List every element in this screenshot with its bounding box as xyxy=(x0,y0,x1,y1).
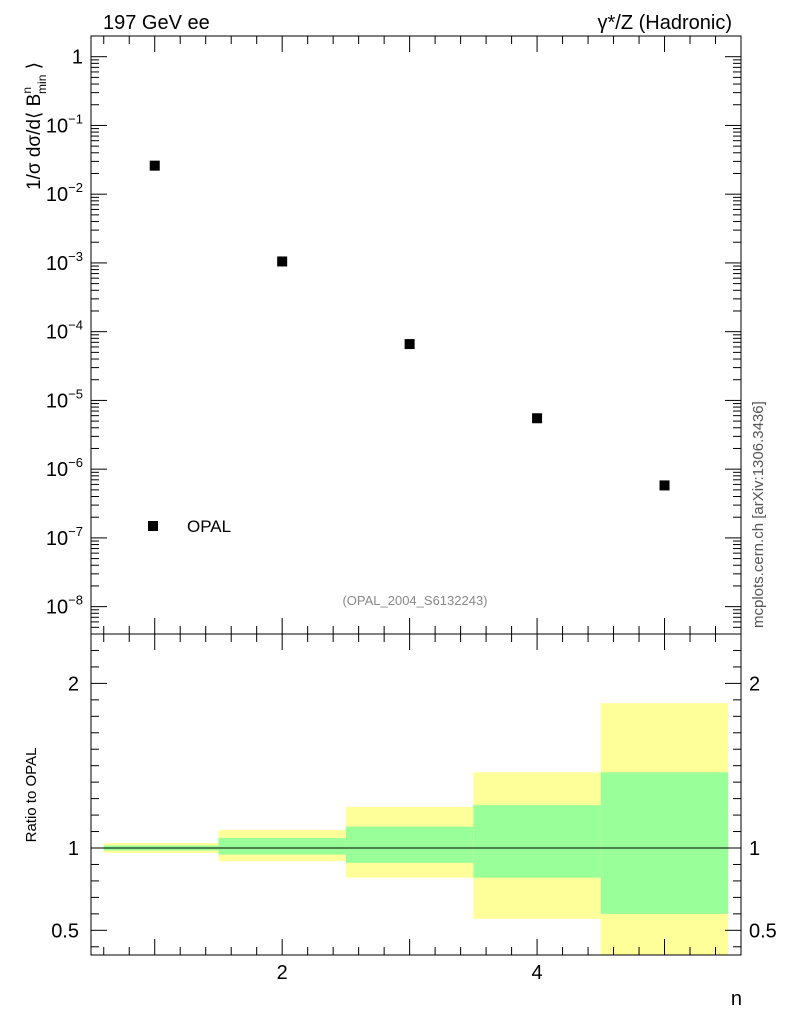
data-point xyxy=(277,256,288,267)
x-tick-label: 4 xyxy=(532,962,543,984)
ratio-y-tick-label-right: 1 xyxy=(749,838,760,860)
ratio-y-tick-label-right: 0.5 xyxy=(749,920,777,942)
ratio-y-tick-label: 2 xyxy=(68,673,79,695)
watermark-label: mcplots.cern.ch [arXiv:1306.3436] xyxy=(750,401,767,628)
legend-marker xyxy=(148,521,158,531)
header-left-label: 197 GeV ee xyxy=(103,12,210,34)
ratio-inner-band xyxy=(473,805,601,878)
data-point xyxy=(532,413,543,424)
ratio-y-axis: 0.5 0.5 1 1 2 2 xyxy=(51,649,777,948)
main-y-tick-label: 10−7 xyxy=(46,524,83,550)
data-points xyxy=(149,160,670,491)
main-y-tick-label: 10−8 xyxy=(46,593,83,619)
header-right-label: γ*/Z (Hadronic) xyxy=(598,12,732,34)
ratio-bands xyxy=(103,703,729,955)
analysis-tag: (OPAL_2004_S6132243) xyxy=(342,593,487,608)
main-y-tick-label: 10−4 xyxy=(46,318,83,344)
ratio-inner-band xyxy=(600,772,729,914)
main-y-tick-label: 1 xyxy=(72,47,83,69)
main-y-axis: 1 10−1 10−2 10−3 10−4 10−5 10−6 10−7 10−8 xyxy=(46,35,741,635)
data-point xyxy=(659,480,670,491)
main-plot-frame xyxy=(90,35,742,635)
main-y-tick-label: 10−2 xyxy=(46,180,83,206)
main-y-tick-label: 10−5 xyxy=(46,386,83,412)
main-y-axis-title: 1/σ dσ/d⟨ Bnmin ⟩ xyxy=(20,62,49,190)
ratio-y-tick-label: 0.5 xyxy=(51,920,79,942)
ratio-inner-band xyxy=(345,826,474,863)
main-y-tick-label: 10−1 xyxy=(46,111,83,137)
legend: OPAL xyxy=(148,517,231,536)
data-point xyxy=(404,339,415,350)
main-y-tick-label: 10−3 xyxy=(46,249,83,275)
x-axis-title: n xyxy=(731,988,742,1010)
ratio-y-axis-title: Ratio to OPAL xyxy=(23,748,40,843)
x-tick-label: 2 xyxy=(277,962,288,984)
ratio-plot-frame xyxy=(90,633,742,956)
ratio-y-tick-label-right: 2 xyxy=(749,673,760,695)
ratio-y-tick-label: 1 xyxy=(68,838,79,860)
main-plot-panel: 1 10−1 10−2 10−3 10−4 10−5 10−6 10−7 10−8 (OPAL_… xyxy=(20,35,742,635)
main-y-tick-label: 10−6 xyxy=(46,455,83,481)
data-point xyxy=(149,160,160,171)
main-x-ticks xyxy=(103,36,717,634)
legend-label: OPAL xyxy=(187,517,231,536)
ratio-inner-band xyxy=(218,838,346,855)
